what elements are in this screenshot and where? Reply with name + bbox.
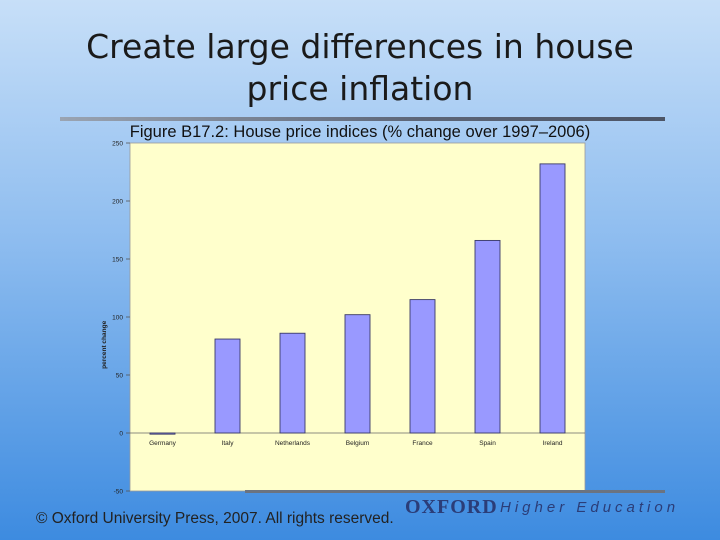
y-tick-label: 150 <box>112 257 123 264</box>
y-tick-label: 0 <box>119 431 123 438</box>
title-divider <box>60 117 665 121</box>
bar-germany <box>149 432 176 435</box>
y-tick-label: 200 <box>112 199 123 206</box>
x-tick-label: Italy <box>222 440 235 447</box>
x-tick-label: Spain <box>479 440 496 447</box>
bar-chart: -50 0 50 100 150 200 250 percent change Germany I… <box>101 141 586 496</box>
bar-netherlands <box>279 332 306 434</box>
x-tick-label: Netherlands <box>275 440 311 447</box>
higher-education-logo: Higher Education <box>500 499 680 516</box>
x-tick-label: Germany <box>149 440 176 447</box>
bar-italy <box>214 338 241 434</box>
bar-france <box>409 299 436 434</box>
y-tick-label: 250 <box>112 141 123 148</box>
y-tick-label: 50 <box>116 373 124 380</box>
y-tick-label: 100 <box>112 315 123 322</box>
y-axis-label: percent change <box>101 320 108 368</box>
figure-caption: Figure B17.2: House price indices (% cha… <box>129 123 591 141</box>
x-tick-label: Belgium <box>346 440 369 447</box>
bar-ireland <box>539 163 566 434</box>
y-tick-label: -50 <box>114 489 124 496</box>
x-tick-label: France <box>412 440 433 447</box>
x-tick-label: Ireland <box>543 440 563 447</box>
bar-spain <box>474 239 501 434</box>
footer-divider <box>245 490 665 493</box>
oxford-logo: OXFORD <box>405 496 498 518</box>
copyright-notice: © Oxford University Press, 2007. All rig… <box>36 510 394 527</box>
bar-belgium <box>344 314 371 434</box>
slide-title: Create large differences in house price … <box>86 27 634 108</box>
